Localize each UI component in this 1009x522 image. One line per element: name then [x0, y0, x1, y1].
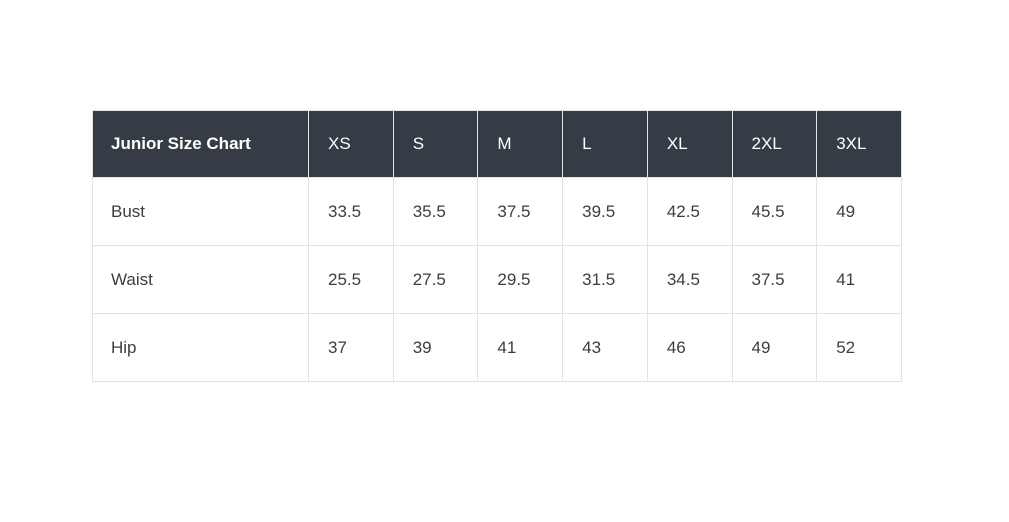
waist-value-xs: 25.5 [308, 245, 394, 314]
column-header-m: M [477, 110, 564, 178]
row-label-bust: Bust [92, 177, 309, 246]
bust-value-2xl: 45.5 [731, 177, 818, 246]
table-row-waist: Waist 25.5 27.5 29.5 31.5 34.5 37.5 41 [92, 245, 902, 314]
hip-value-xl: 46 [646, 313, 733, 382]
row-label-hip: Hip [92, 313, 309, 382]
hip-value-l: 43 [562, 313, 648, 382]
hip-value-m: 41 [477, 313, 564, 382]
bust-value-m: 37.5 [477, 177, 564, 246]
junior-size-chart-table: Junior Size Chart XS S M L XL 2XL 3XL Bu… [92, 110, 902, 382]
table-title: Junior Size Chart [92, 110, 309, 178]
column-header-xl: XL [646, 110, 733, 178]
bust-value-xl: 42.5 [646, 177, 733, 246]
table-row-hip: Hip 37 39 41 43 46 49 52 [92, 313, 902, 382]
bust-value-3xl: 49 [816, 177, 902, 246]
column-header-2xl: 2XL [731, 110, 818, 178]
hip-value-2xl: 49 [731, 313, 818, 382]
waist-value-s: 27.5 [392, 245, 479, 314]
bust-value-s: 35.5 [392, 177, 479, 246]
hip-value-s: 39 [392, 313, 479, 382]
row-label-waist: Waist [92, 245, 309, 314]
column-header-xs: XS [308, 110, 394, 178]
waist-value-xl: 34.5 [646, 245, 733, 314]
hip-value-xs: 37 [308, 313, 394, 382]
column-header-l: L [562, 110, 648, 178]
waist-value-m: 29.5 [477, 245, 564, 314]
waist-value-l: 31.5 [562, 245, 648, 314]
hip-value-3xl: 52 [816, 313, 902, 382]
bust-value-l: 39.5 [562, 177, 648, 246]
waist-value-2xl: 37.5 [731, 245, 818, 314]
table-row-bust: Bust 33.5 35.5 37.5 39.5 42.5 45.5 49 [92, 177, 902, 246]
column-header-s: S [392, 110, 479, 178]
waist-value-3xl: 41 [816, 245, 902, 314]
bust-value-xs: 33.5 [308, 177, 394, 246]
table-header-row: Junior Size Chart XS S M L XL 2XL 3XL [92, 110, 902, 178]
column-header-3xl: 3XL [816, 110, 902, 178]
